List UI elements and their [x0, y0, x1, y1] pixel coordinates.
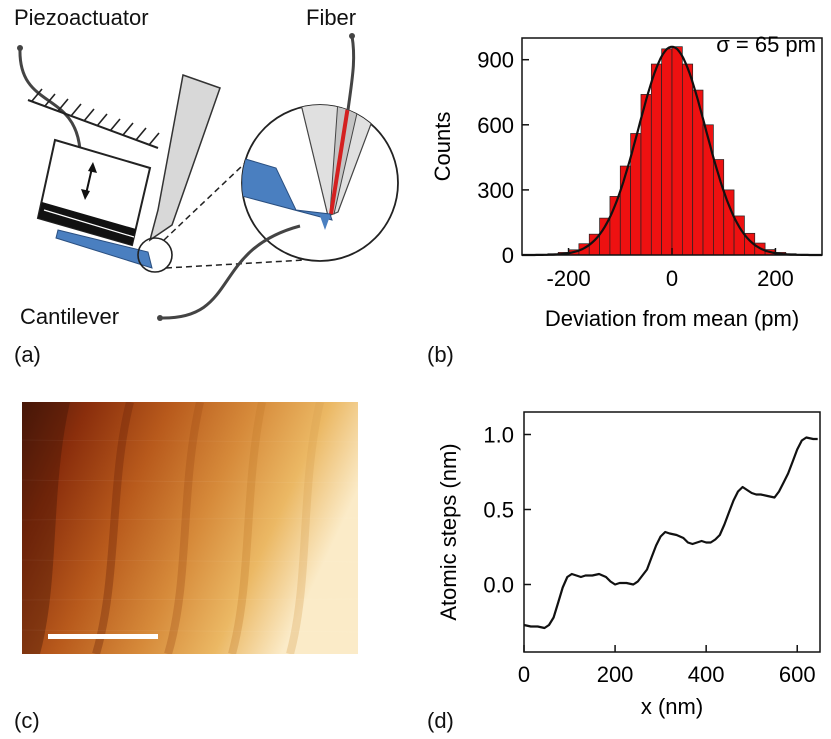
zoom-circle-small	[137, 237, 173, 273]
panel-b-histogram: 0 300 600 900 -200 0 200 Deviation from mean (p…	[420, 0, 831, 370]
histogram-bar	[671, 46, 683, 256]
panel-a-schematic: Piezoactuator Fiber Cantilever (a)	[0, 0, 420, 370]
scale-bar	[48, 634, 158, 639]
y-tick-label: 0	[502, 243, 514, 268]
histogram-chart: 0 300 600 900 -200 0 200 Deviation from mean (p…	[430, 32, 823, 331]
zoom-contents	[242, 105, 381, 230]
piezo-label: Piezoactuator	[14, 5, 149, 30]
histogram-bar	[702, 124, 714, 256]
histogram-bar	[723, 189, 735, 256]
histogram-bar	[650, 63, 663, 256]
sigma-annotation: σ = 65 pm	[716, 32, 816, 57]
fiber-label: Fiber	[306, 5, 357, 30]
piezo-arrow	[85, 167, 93, 195]
y-tick-label: 900	[477, 48, 514, 73]
x-axis-label: x (nm)	[641, 694, 703, 719]
topography-image	[22, 402, 358, 654]
plot-frame	[523, 411, 821, 653]
panel-label-d: (d)	[427, 708, 454, 733]
x-tick-label: -200	[547, 266, 591, 291]
histogram-bar	[681, 63, 694, 256]
histogram-bar	[640, 94, 652, 256]
zoom-connector-lower	[165, 259, 306, 269]
y-axis-label: Counts	[430, 112, 455, 182]
fiber-wire-end	[349, 33, 355, 39]
histogram-bar	[599, 217, 611, 256]
x-tick-label: 200	[597, 662, 634, 687]
piezo-arrow-head-down	[81, 189, 90, 200]
y-tick-label: 300	[477, 178, 514, 203]
profile-line	[523, 436, 818, 630]
x-axis-label: Deviation from mean (pm)	[545, 306, 799, 331]
x-tick-label: 600	[779, 662, 816, 687]
panel-label-b: (b)	[427, 342, 454, 367]
piezo-arrow-head-up	[88, 162, 97, 173]
y-axis-label: Atomic steps (nm)	[436, 443, 461, 620]
fiber-wire	[346, 35, 356, 111]
cantilever-wire	[159, 224, 301, 320]
cantilever-shape	[55, 229, 153, 269]
piezo-wire-end	[17, 45, 23, 51]
schematic-figure	[17, 33, 399, 321]
panel-d-profile: 0.0 0.5 1.0 0 200 400 600 x (nm) Atomic steps (n…	[420, 380, 831, 739]
atomic-terraces	[22, 402, 358, 654]
mount-hatch	[31, 88, 160, 146]
piezo-band-stripe	[43, 209, 135, 238]
panel-c-topography: (c)	[0, 380, 420, 739]
cantilever-wire-end	[157, 315, 163, 321]
profile-chart: 0.0 0.5 1.0 0 200 400 600 x (nm) Atomic steps (n…	[436, 411, 821, 719]
mount-line	[27, 99, 159, 149]
panel-label-a: (a)	[14, 342, 41, 367]
y-tick-label: 1.0	[483, 423, 514, 448]
y-tick-label: 600	[477, 113, 514, 138]
histogram-bar	[619, 165, 631, 256]
x-tick-label: 0	[518, 662, 530, 687]
panel-label-c: (c)	[14, 708, 40, 733]
topography-background	[22, 402, 358, 654]
x-tick-label: 400	[688, 662, 725, 687]
cantilever-label: Cantilever	[20, 304, 120, 329]
y-tick-label: 0.5	[483, 498, 514, 523]
piezo-wire	[18, 47, 82, 151]
histogram-bar	[661, 48, 673, 256]
fiber-tip	[148, 74, 221, 242]
gaussian-fit-line	[522, 45, 822, 257]
y-tick-label: 0.0	[483, 573, 514, 598]
x-tick-label: 0	[666, 266, 678, 291]
x-tick-label: 200	[757, 266, 794, 291]
